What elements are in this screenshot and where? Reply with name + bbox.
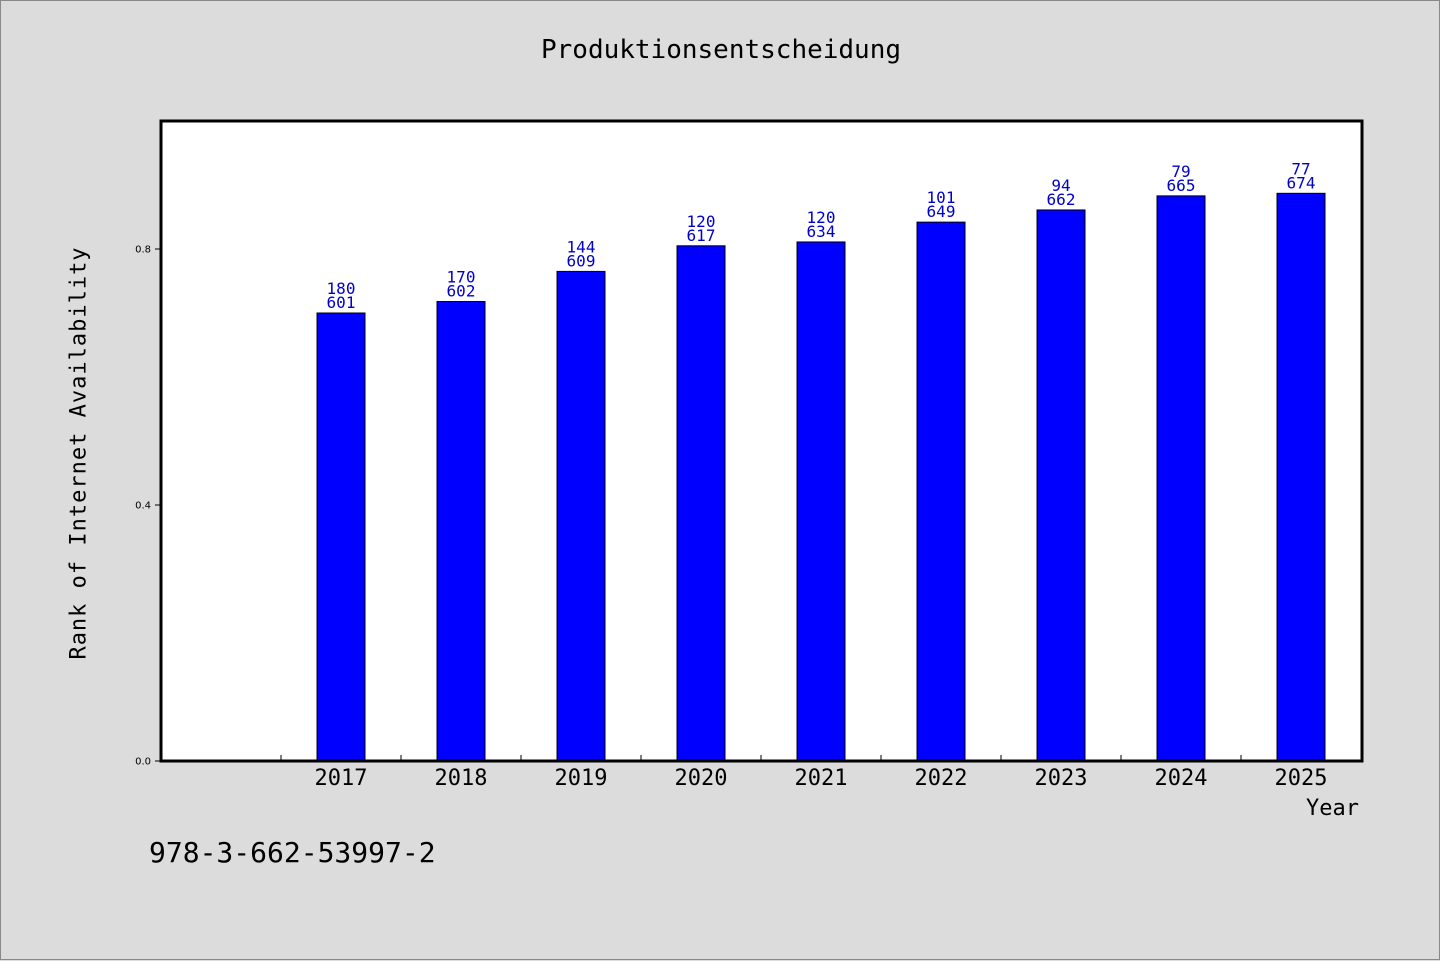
x-tick-label: 2021 bbox=[795, 766, 848, 791]
x-tick-label: 2018 bbox=[435, 766, 488, 791]
bar-label-bottom: 609 bbox=[567, 251, 596, 270]
bar-label-top: 79 bbox=[1171, 162, 1190, 181]
y-tick-label: 0.0 bbox=[135, 757, 151, 768]
bar-label-bottom: 674 bbox=[1287, 173, 1316, 192]
plot-border bbox=[159, 119, 1364, 763]
bar-label-top: 94 bbox=[1051, 176, 1070, 195]
x-tick-label: 2017 bbox=[315, 766, 368, 791]
bar bbox=[556, 270, 606, 762]
x-tick-label: 2020 bbox=[675, 766, 728, 791]
isbn-label: 978-3-662-53997-2 bbox=[149, 836, 436, 869]
bar bbox=[1036, 209, 1086, 762]
bar bbox=[436, 300, 486, 762]
bar-label-bottom: 662 bbox=[1047, 190, 1076, 209]
x-tick-label: 2022 bbox=[915, 766, 968, 791]
bar-label-top: 144 bbox=[567, 237, 596, 256]
bar bbox=[676, 245, 726, 762]
bar bbox=[1276, 192, 1326, 762]
bar-label-top: 101 bbox=[927, 188, 956, 207]
bar-label-bottom: 634 bbox=[807, 222, 836, 241]
x-axis-label: Year bbox=[1306, 796, 1359, 821]
chart-title: Produktionsentscheidung bbox=[540, 35, 902, 65]
bar bbox=[316, 312, 366, 762]
y-axis-label: Rank of Internet Availability bbox=[66, 246, 92, 660]
x-tick-label: 2025 bbox=[1275, 766, 1328, 791]
bar-label-top: 170 bbox=[447, 267, 476, 286]
x-tick-label: 2024 bbox=[1155, 766, 1208, 791]
bar-label-bottom: 617 bbox=[687, 226, 716, 245]
y-tick-label: 0.4 bbox=[135, 501, 151, 512]
y-tick-label: 0.8 bbox=[135, 245, 151, 256]
bar-label-top: 120 bbox=[687, 212, 716, 231]
bar-label-top: 120 bbox=[807, 208, 836, 227]
bar-label-bottom: 649 bbox=[927, 202, 956, 221]
x-tick-label: 2019 bbox=[555, 766, 608, 791]
bar-label-top: 77 bbox=[1291, 159, 1310, 178]
bar-label-top: 180 bbox=[327, 279, 356, 298]
x-tick-label: 2023 bbox=[1035, 766, 1088, 791]
bar-label-bottom: 601 bbox=[327, 293, 356, 312]
bar-label-bottom: 665 bbox=[1167, 176, 1196, 195]
bar bbox=[1156, 195, 1206, 762]
bar-label-bottom: 602 bbox=[447, 281, 476, 300]
bar bbox=[916, 221, 966, 762]
bar bbox=[796, 241, 846, 762]
